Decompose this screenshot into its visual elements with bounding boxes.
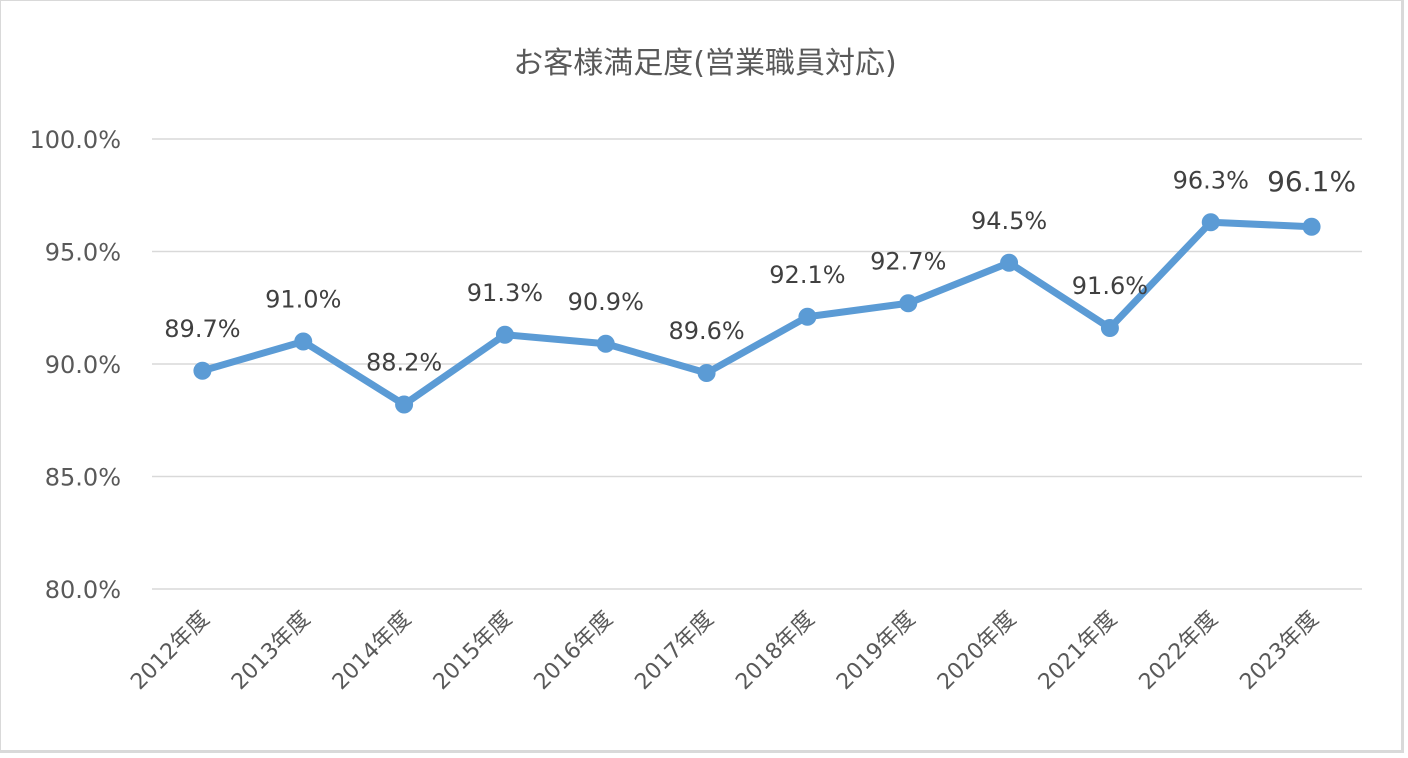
data-point [294,332,313,351]
data-point [596,334,615,353]
x-tick-label: 2017年度 [630,607,718,695]
data-point [899,294,918,313]
x-tick-label: 2013年度 [227,607,315,695]
data-label: 92.7% [870,247,946,275]
data-points [193,213,1321,414]
y-tick-label: 85.0% [45,464,121,492]
x-tick-label: 2016年度 [530,607,618,695]
data-label-highlight: 96.1% [1267,165,1356,198]
data-label: 88.2% [366,349,442,377]
data-label: 94.5% [971,207,1047,235]
data-point [697,364,716,382]
data-label: 91.6% [1072,272,1148,300]
y-tick-label: 100.0% [29,126,121,154]
data-label: 90.9% [568,288,644,316]
data-label: 92.1% [769,261,845,289]
x-tick-label: 2021年度 [1034,607,1122,695]
x-tick-label: 2015年度 [429,607,517,695]
data-label: 89.6% [668,317,744,345]
data-point [1201,213,1220,232]
data-labels: 89.7% 91.0% 88.2% 91.3% 90.9% 89.6% 92.1% 92.7%… [164,165,1356,377]
x-tick-label: 2012年度 [126,607,214,695]
series-line-group [198,218,1316,408]
data-point [798,307,817,326]
data-point [395,395,414,414]
series-line [198,218,1316,408]
data-point [1100,319,1119,337]
chart-title: お客様満足度(営業職員対応) [513,46,896,81]
x-tick-label: 2020年度 [933,607,1021,695]
x-tick-label: 2022年度 [1135,607,1223,695]
y-tick-label: 80.0% [45,576,121,604]
data-point [1000,253,1019,272]
x-tick-label: 2018年度 [731,607,819,695]
data-label: 89.7% [164,315,240,343]
x-tick-label: 2023年度 [1235,607,1323,695]
data-point [193,361,212,380]
x-tick-label: 2014年度 [328,607,416,695]
y-axis-ticks: 80.0% 85.0% 90.0% 95.0% 100.0% [29,126,121,604]
y-tick-label: 90.0% [45,351,121,379]
x-tick-label: 2019年度 [832,607,920,695]
data-point [495,325,514,344]
gridlines [152,138,1362,590]
data-label: 91.3% [467,279,543,307]
data-label: 91.0% [265,286,341,314]
data-point [1302,217,1321,236]
x-axis-ticks: 2012年度 2013年度 2014年度 2015年度 2016年度 2017年度 2018… [126,607,1324,695]
y-tick-label: 95.0% [45,239,121,267]
data-label: 96.3% [1173,166,1249,194]
